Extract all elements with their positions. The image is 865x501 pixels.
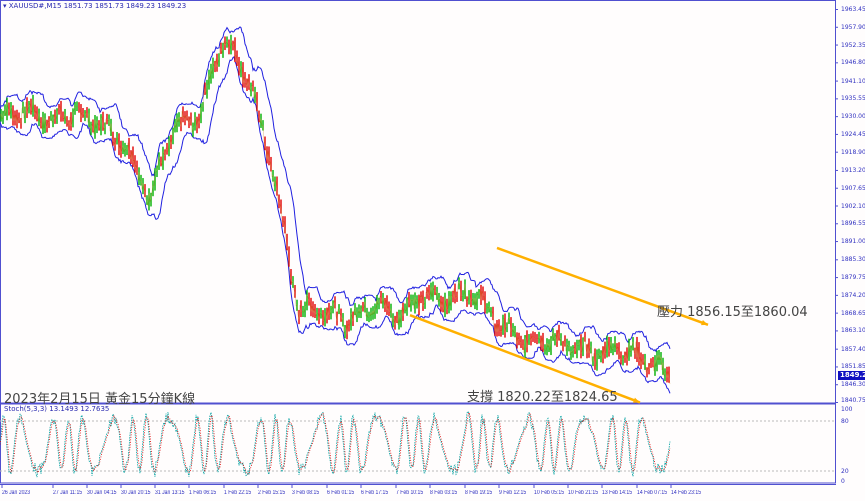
x-tick-label: 8 Feb 19:15 — [465, 490, 493, 496]
main-panel-frame — [0, 0, 836, 404]
y-tick-label: 1930.00 — [841, 113, 865, 121]
y-tick-label: 1840.75 — [841, 396, 865, 404]
symbol-header: ▾ XAUUSD#,M15 1851.73 1851.73 1849.23 18… — [3, 2, 187, 10]
x-tick-label: 8 Feb 03:15 — [430, 490, 458, 496]
y-tick-label: 1952.35 — [841, 41, 865, 49]
x-tick-label: 1 Feb 06:15 — [189, 490, 217, 496]
x-tick-label: 26 Jan 2023 — [2, 490, 31, 496]
y-tick-label: 1851.85 — [841, 363, 865, 371]
stoch-level-label: 80 — [841, 417, 849, 425]
current-price-label: 1849.23 — [838, 370, 865, 380]
y-tick-label: 1896.55 — [841, 220, 865, 228]
symbol: XAUUSD#,M15 — [8, 2, 62, 10]
stoch-main-line — [0, 410, 671, 478]
x-tick-label: 30 Jan 20:15 — [121, 490, 151, 496]
trendline — [496, 246, 709, 327]
x-tick-label: 10 Feb 05:15 — [534, 490, 565, 496]
stoch-level-label: 20 — [841, 467, 849, 475]
x-tick-label: 3 Feb 08:15 — [292, 490, 320, 496]
x-tick-label: 31 Jan 13:15 — [155, 490, 185, 496]
ohlc-values: 1851.73 1851.73 1849.23 1849.23 — [63, 2, 187, 10]
y-tick-label: 1963.45 — [841, 6, 865, 13]
x-tick-label: 30 Jan 04:15 — [87, 490, 117, 496]
bollinger-lower-band — [0, 56, 671, 394]
y-tick-label: 1874.20 — [841, 291, 865, 299]
stoch-level-label: 0 — [841, 477, 845, 485]
y-tick-label: 1946.80 — [841, 59, 865, 67]
x-tick-label: 14 Feb 07:15 — [637, 490, 668, 496]
resistance-annotation: 壓力 1856.15至1860.04 — [657, 305, 808, 320]
x-tick-label: 14 Feb 23:15 — [671, 490, 702, 496]
y-tick-label: 1846.30 — [841, 381, 865, 389]
bollinger-upper-band — [0, 26, 671, 353]
y-tick-label: 1879.75 — [841, 274, 865, 282]
chart-title-annotation: 2023年2月15日 黃金15分鐘K線 — [4, 392, 196, 407]
x-tick-label: 10 Feb 21:15 — [568, 490, 599, 496]
y-tick-label: 1941.10 — [841, 77, 865, 85]
y-tick-label: 1857.40 — [841, 345, 865, 353]
x-tick-label: 6 Feb 17:15 — [361, 490, 389, 496]
stoch-level-label: 100 — [841, 405, 853, 413]
y-tick-label: 1935.55 — [841, 95, 865, 103]
price-line — [0, 39, 671, 385]
trendline — [409, 314, 641, 404]
y-tick-label: 1863.10 — [841, 327, 865, 335]
x-tick-label: 27 Jan 11:15 — [53, 490, 83, 496]
x-tick-label: 2 Feb 15:15 — [258, 490, 286, 496]
stoch-panel-frame — [0, 403, 836, 484]
x-tick-label: 6 Feb 01:15 — [327, 490, 355, 496]
y-tick-label: 1885.30 — [841, 256, 865, 264]
stoch-label: Stoch(5,3,3) 13.1493 12.7635 — [4, 405, 110, 413]
x-tick-label: 9 Feb 12:15 — [499, 490, 527, 496]
y-tick-label: 1868.65 — [841, 309, 865, 317]
trendline-arrow — [701, 320, 708, 326]
x-tick-label: 7 Feb 10:15 — [396, 490, 424, 496]
y-tick-label: 1902.10 — [841, 202, 865, 210]
trendline-arrow — [633, 397, 640, 403]
y-tick-label: 1924.45 — [841, 130, 865, 138]
y-tick-label: 1957.90 — [841, 23, 865, 31]
y-tick-label: 1918.90 — [841, 148, 865, 156]
x-tick-label: 13 Feb 14:15 — [602, 490, 633, 496]
y-tick-label: 1907.65 — [841, 184, 865, 192]
support-annotation: 支撐 1820.22至1824.65 — [467, 390, 618, 405]
y-tick-label: 1913.20 — [841, 166, 865, 174]
x-tick-label: 1 Feb 22:15 — [224, 490, 252, 496]
y-tick-label: 1891.00 — [841, 238, 865, 246]
